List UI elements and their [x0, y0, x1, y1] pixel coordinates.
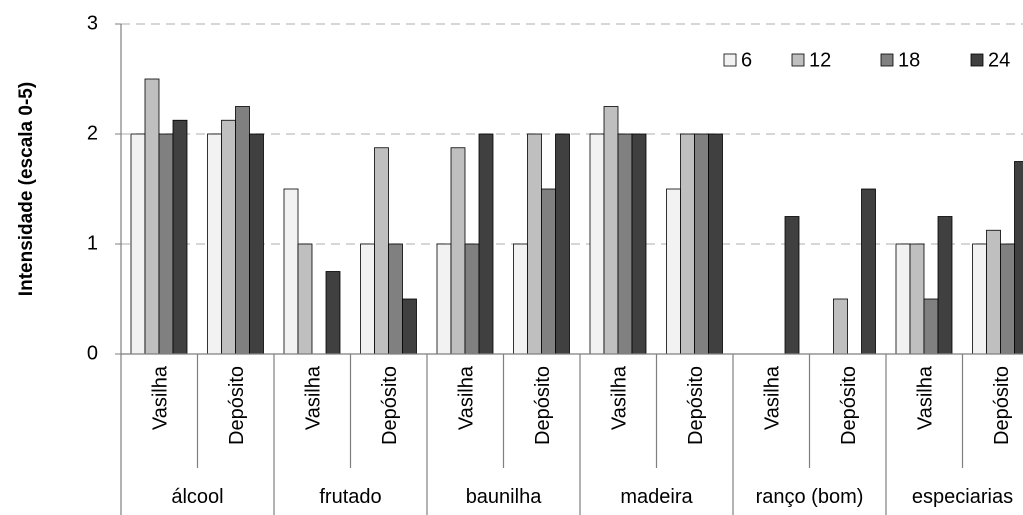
bar — [923, 298, 939, 355]
x-subcategory-label: Depósito — [838, 366, 860, 445]
bar — [283, 188, 299, 355]
bar — [909, 243, 925, 355]
bar — [325, 271, 341, 355]
bar — [784, 216, 800, 355]
bar — [235, 106, 250, 355]
legend-swatch — [880, 53, 894, 67]
bar — [861, 188, 876, 355]
x-category-labels: Vasilha Depósito Vasilha Depósito Vasilha Dep… — [150, 365, 1014, 508]
x-group-label: frutado — [319, 486, 381, 508]
bar — [249, 133, 264, 355]
legend-label: 18 — [898, 49, 920, 71]
x-subcategory-label: Depósito — [226, 366, 248, 445]
x-group-label: baunilha — [466, 486, 543, 508]
bar — [172, 119, 188, 355]
bar — [360, 243, 375, 355]
bar — [986, 229, 1001, 355]
bar — [541, 188, 556, 355]
y-tick-labels: 0 1 2 3 — [87, 12, 98, 364]
x-subcategory-label: Depósito — [991, 366, 1013, 445]
bar — [402, 298, 417, 355]
bar — [513, 243, 528, 355]
x-group-label: álcool — [171, 486, 223, 508]
y-tick-label: 1 — [87, 232, 98, 254]
bar — [972, 243, 987, 355]
y-tick-label: 3 — [87, 12, 98, 34]
bar — [708, 133, 723, 355]
x-subcategory-label: Depósito — [685, 366, 707, 445]
bar — [374, 147, 389, 355]
bar — [617, 133, 633, 355]
y-tick-label: 2 — [87, 122, 98, 144]
bar — [937, 216, 953, 355]
y-tick-label: 0 — [87, 342, 98, 364]
x-subcategory-label: Vasilha — [609, 365, 631, 430]
legend-label: 24 — [988, 49, 1010, 71]
bar — [833, 298, 848, 355]
bar — [221, 119, 236, 355]
legend: 6 12 18 24 — [723, 49, 1010, 71]
bar — [895, 243, 911, 355]
bar — [589, 133, 605, 355]
bar — [631, 133, 647, 355]
bar — [478, 133, 494, 355]
bar — [527, 133, 542, 355]
bar — [680, 133, 695, 355]
x-subcategory-label: Vasilha — [456, 365, 478, 430]
x-subcategory-label: Vasilha — [150, 365, 172, 430]
bar — [450, 147, 466, 355]
legend-swatch — [970, 53, 984, 67]
bar — [388, 243, 403, 355]
bar — [297, 243, 313, 355]
bar — [1000, 243, 1015, 355]
bars — [130, 78, 1023, 355]
x-subcategory-label: Depósito — [532, 366, 554, 445]
legend-swatch — [723, 53, 737, 67]
bar — [464, 243, 480, 355]
bar — [130, 133, 146, 355]
x-group-label: ranço (bom) — [756, 486, 864, 508]
x-group-label: madeira — [620, 486, 693, 508]
x-subcategory-label: Vasilha — [915, 365, 937, 430]
bar — [436, 243, 452, 355]
bar — [666, 188, 681, 355]
bar — [603, 106, 619, 355]
bar — [555, 133, 570, 355]
legend-label: 12 — [809, 49, 831, 71]
y-axis-label: Intensidade (escala 0-5) — [16, 82, 37, 296]
bar — [1014, 161, 1023, 355]
x-subcategory-label: Vasilha — [762, 365, 784, 430]
bar — [158, 133, 174, 355]
legend-swatch — [791, 53, 805, 67]
bar — [207, 133, 222, 355]
bar — [694, 133, 709, 355]
x-group-label: especiarias — [912, 486, 1013, 508]
x-subcategory-label: Vasilha — [303, 365, 325, 430]
bar — [144, 78, 160, 355]
axes — [115, 23, 1023, 515]
legend-label: 6 — [741, 49, 752, 71]
x-subcategory-label: Depósito — [379, 366, 401, 445]
